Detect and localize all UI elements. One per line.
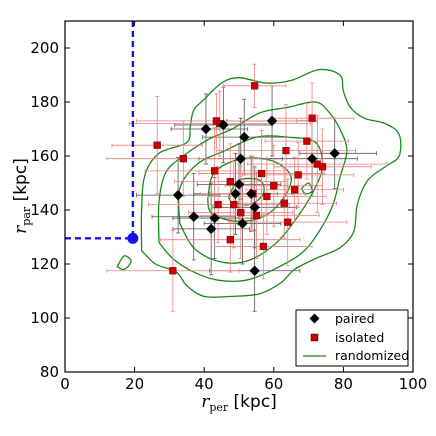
isolated-point bbox=[259, 242, 267, 251]
isolated-point bbox=[211, 167, 219, 175]
randomized-contour bbox=[140, 68, 402, 298]
x-tick-label: 100 bbox=[399, 375, 428, 393]
paired-point bbox=[237, 218, 248, 229]
isolated-point bbox=[251, 82, 259, 90]
y-tick-label: 160 bbox=[30, 147, 59, 165]
paired-point bbox=[239, 131, 250, 143]
y-tick-label: 180 bbox=[30, 93, 59, 111]
legend-marker-isolated bbox=[310, 333, 319, 342]
paired-point bbox=[233, 179, 245, 190]
y-tick-label: 140 bbox=[30, 201, 59, 219]
x-tick-label: 60 bbox=[264, 375, 283, 393]
isolated-point bbox=[284, 218, 292, 226]
y-tick-label: 80 bbox=[40, 363, 59, 381]
isolated-point bbox=[263, 192, 271, 201]
y-axis-title-unit: [kpc] bbox=[11, 158, 31, 207]
paired-point bbox=[249, 202, 260, 213]
paired-point bbox=[249, 265, 260, 276]
isolated-point bbox=[258, 169, 266, 178]
paired-point bbox=[218, 119, 229, 131]
x-axis-title-sub: per bbox=[209, 401, 229, 414]
randomized-contour bbox=[116, 255, 132, 271]
reference-lines bbox=[65, 21, 139, 244]
randomized-contour bbox=[157, 101, 348, 283]
data-markers bbox=[153, 82, 340, 276]
legend-marker-paired bbox=[309, 313, 320, 324]
isolated-point bbox=[179, 155, 187, 163]
y-axis-title-sub: par bbox=[20, 206, 33, 226]
paired-point bbox=[200, 123, 212, 135]
isolated-point bbox=[318, 163, 327, 171]
isolated-point bbox=[280, 199, 288, 207]
isolated-point bbox=[294, 171, 302, 179]
legend-label-randomized: randomized bbox=[335, 348, 409, 363]
paired-point bbox=[172, 189, 184, 201]
x-axis-title: rper [kpc] bbox=[201, 392, 277, 414]
paired-point bbox=[209, 212, 220, 224]
y-axis-title: rpar [kpc] bbox=[11, 158, 33, 234]
paired-point bbox=[230, 188, 241, 199]
y-axis: 80 100 120 140 160 180 200 bbox=[30, 39, 413, 381]
paired-point bbox=[306, 153, 318, 164]
x-tick-label: 80 bbox=[334, 375, 353, 393]
paired-point bbox=[245, 188, 257, 199]
isolated-point bbox=[303, 137, 311, 145]
y-tick-label: 200 bbox=[30, 39, 59, 57]
isolated-point bbox=[308, 114, 316, 122]
isolated-point bbox=[237, 209, 245, 217]
isolated-point bbox=[230, 200, 238, 209]
x-tick-label: 20 bbox=[125, 375, 144, 393]
paired-point bbox=[329, 148, 340, 159]
x-axis-title-unit: [kpc] bbox=[228, 392, 277, 412]
isolated-point bbox=[282, 146, 290, 155]
isolated-point bbox=[252, 211, 261, 220]
paired-point bbox=[266, 115, 278, 127]
x-tick-label: 0 bbox=[60, 375, 70, 393]
isolated-point bbox=[169, 267, 177, 275]
y-tick-label: 120 bbox=[30, 255, 59, 273]
paired-point bbox=[235, 153, 246, 164]
legend: paired isolated randomized bbox=[295, 309, 409, 367]
y-axis-title-base: r bbox=[11, 225, 31, 234]
paired-point bbox=[188, 211, 199, 222]
x-axis: 0 20 40 60 80 100 bbox=[60, 21, 427, 393]
reference-point bbox=[127, 232, 139, 244]
paired-point bbox=[205, 223, 217, 235]
legend-label-isolated: isolated bbox=[335, 330, 384, 345]
isolated-point bbox=[153, 141, 161, 149]
x-tick-label: 40 bbox=[195, 375, 214, 393]
isolated-point bbox=[226, 178, 234, 186]
x-axis-title-base: r bbox=[201, 392, 210, 412]
isolated-point bbox=[291, 186, 299, 194]
plot-frame bbox=[64, 20, 414, 373]
isolated-point bbox=[226, 236, 234, 244]
isolated-point bbox=[214, 200, 222, 209]
legend-label-paired: paired bbox=[335, 311, 375, 326]
y-tick-label: 100 bbox=[30, 309, 59, 327]
isolated-point bbox=[270, 182, 278, 190]
